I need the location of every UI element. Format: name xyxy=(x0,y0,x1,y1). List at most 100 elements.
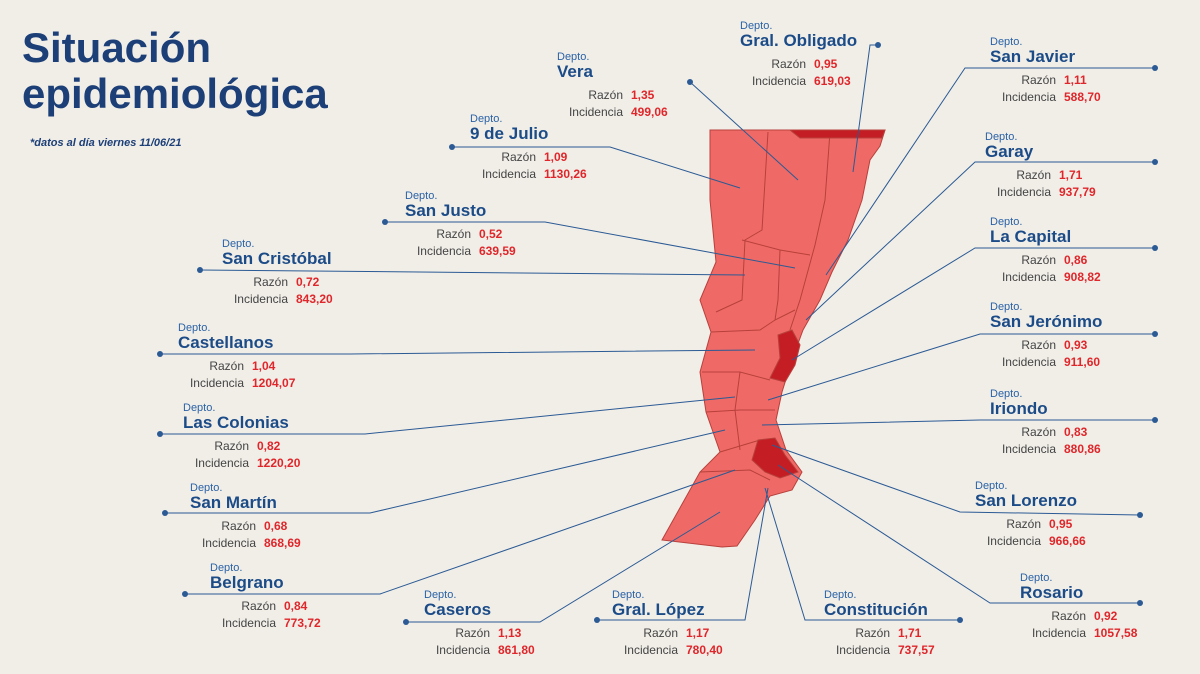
depto-prefix: Depto. xyxy=(470,113,502,125)
department-name: Belgrano xyxy=(210,573,284,592)
leader-dot xyxy=(157,431,163,437)
razon-label: Razón xyxy=(855,626,890,640)
incidencia-value: 908,82 xyxy=(1064,270,1101,284)
razon-label: Razón xyxy=(1051,609,1086,623)
depto-prefix: Depto. xyxy=(190,482,222,494)
department-name: Gral. López xyxy=(612,600,705,619)
incidencia-label: Incidencia xyxy=(1002,90,1056,104)
incidencia-label: Incidencia xyxy=(222,616,276,630)
incidencia-label: Incidencia xyxy=(569,105,623,119)
leader-line xyxy=(761,419,1155,426)
leader-dot xyxy=(382,219,388,225)
incidencia-label: Incidencia xyxy=(190,376,244,390)
leader-line xyxy=(385,221,796,269)
razon-label: Razón xyxy=(455,626,490,640)
incidencia-value: 619,03 xyxy=(814,74,851,88)
depto-prefix: Depto. xyxy=(210,562,242,574)
incidencia-value: 780,40 xyxy=(686,643,723,657)
leader-dot xyxy=(594,617,600,623)
leader-dot xyxy=(957,617,963,623)
depto-prefix: Depto. xyxy=(990,301,1022,313)
leader-line xyxy=(777,464,1140,604)
razon-label: Razón xyxy=(1016,168,1051,182)
incidencia-label: Incidencia xyxy=(1002,442,1056,456)
depto-prefix: Depto. xyxy=(990,388,1022,400)
depto-prefix: Depto. xyxy=(740,20,772,32)
depto-prefix: Depto. xyxy=(178,322,210,334)
department-name: Iriondo xyxy=(990,399,1048,418)
incidencia-value: 1220,20 xyxy=(257,456,301,470)
department-name: San Jerónimo xyxy=(990,312,1102,331)
leader-dot xyxy=(1152,65,1158,71)
incidencia-value: 1057,58 xyxy=(1094,626,1138,640)
razon-label: Razón xyxy=(501,150,536,164)
leader-line xyxy=(791,247,1155,361)
razon-label: Razón xyxy=(588,88,623,102)
province-map xyxy=(661,129,886,548)
razon-value: 1,71 xyxy=(1059,168,1083,182)
razon-value: 0,93 xyxy=(1064,338,1088,352)
incidencia-label: Incidencia xyxy=(1032,626,1086,640)
razon-value: 1,71 xyxy=(898,626,922,640)
razon-label: Razón xyxy=(214,439,249,453)
leader-line xyxy=(160,349,756,355)
razon-value: 0,86 xyxy=(1064,253,1088,267)
leader-line xyxy=(406,511,721,623)
razon-label: Razón xyxy=(1021,425,1056,439)
leader-dot xyxy=(403,619,409,625)
leader-dot xyxy=(687,79,693,85)
department-name: San Martín xyxy=(190,493,277,512)
leader-line xyxy=(771,444,1141,516)
leader-line xyxy=(452,146,741,189)
depto-prefix: Depto. xyxy=(405,190,437,202)
incidencia-value: 737,57 xyxy=(898,643,935,657)
leader-dot xyxy=(162,510,168,516)
department-name: 9 de Julio xyxy=(470,124,548,143)
leader-dot xyxy=(157,351,163,357)
leader-dot xyxy=(1152,159,1158,165)
razon-label: Razón xyxy=(1021,253,1056,267)
razon-value: 0,95 xyxy=(814,57,838,71)
razon-value: 1,17 xyxy=(686,626,710,640)
leader-dot xyxy=(449,144,455,150)
leader-line xyxy=(767,333,1155,401)
department-name: San Justo xyxy=(405,201,486,220)
department-name: Garay xyxy=(985,142,1034,161)
razon-value: 0,52 xyxy=(479,227,503,241)
incidencia-label: Incidencia xyxy=(436,643,490,657)
razon-label: Razón xyxy=(436,227,471,241)
razon-value: 1,04 xyxy=(252,359,276,373)
razon-label: Razón xyxy=(241,599,276,613)
depto-prefix: Depto. xyxy=(557,51,589,63)
leader-line xyxy=(199,269,746,276)
department-name: Caseros xyxy=(424,600,491,619)
incidencia-value: 588,70 xyxy=(1064,90,1101,104)
incidencia-value: 861,80 xyxy=(498,643,535,657)
depto-prefix: Depto. xyxy=(222,238,254,250)
title-line: epidemiológica xyxy=(22,70,328,117)
razon-label: Razón xyxy=(253,275,288,289)
incidencia-label: Incidencia xyxy=(836,643,890,657)
razon-value: 0,84 xyxy=(284,599,308,613)
leader-dot xyxy=(1137,600,1143,606)
department-name: Rosario xyxy=(1020,583,1083,602)
razon-label: Razón xyxy=(1006,517,1041,531)
depto-prefix: Depto. xyxy=(990,216,1022,228)
razon-value: 0,72 xyxy=(296,275,320,289)
incidencia-value: 843,20 xyxy=(296,292,333,306)
razon-value: 0,83 xyxy=(1064,425,1088,439)
incidencia-label: Incidencia xyxy=(202,536,256,550)
incidencia-label: Incidencia xyxy=(1002,270,1056,284)
incidencia-value: 1130,26 xyxy=(544,167,587,181)
incidencia-value: 966,66 xyxy=(1049,534,1086,548)
incidencia-value: 773,72 xyxy=(284,616,321,630)
leader-dot xyxy=(182,591,188,597)
incidencia-label: Incidencia xyxy=(752,74,806,88)
razon-value: 0,82 xyxy=(257,439,281,453)
incidencia-value: 868,69 xyxy=(264,536,301,550)
razon-value: 1,13 xyxy=(498,626,522,640)
department-name: San Lorenzo xyxy=(975,491,1077,510)
incidencia-label: Incidencia xyxy=(997,185,1051,199)
